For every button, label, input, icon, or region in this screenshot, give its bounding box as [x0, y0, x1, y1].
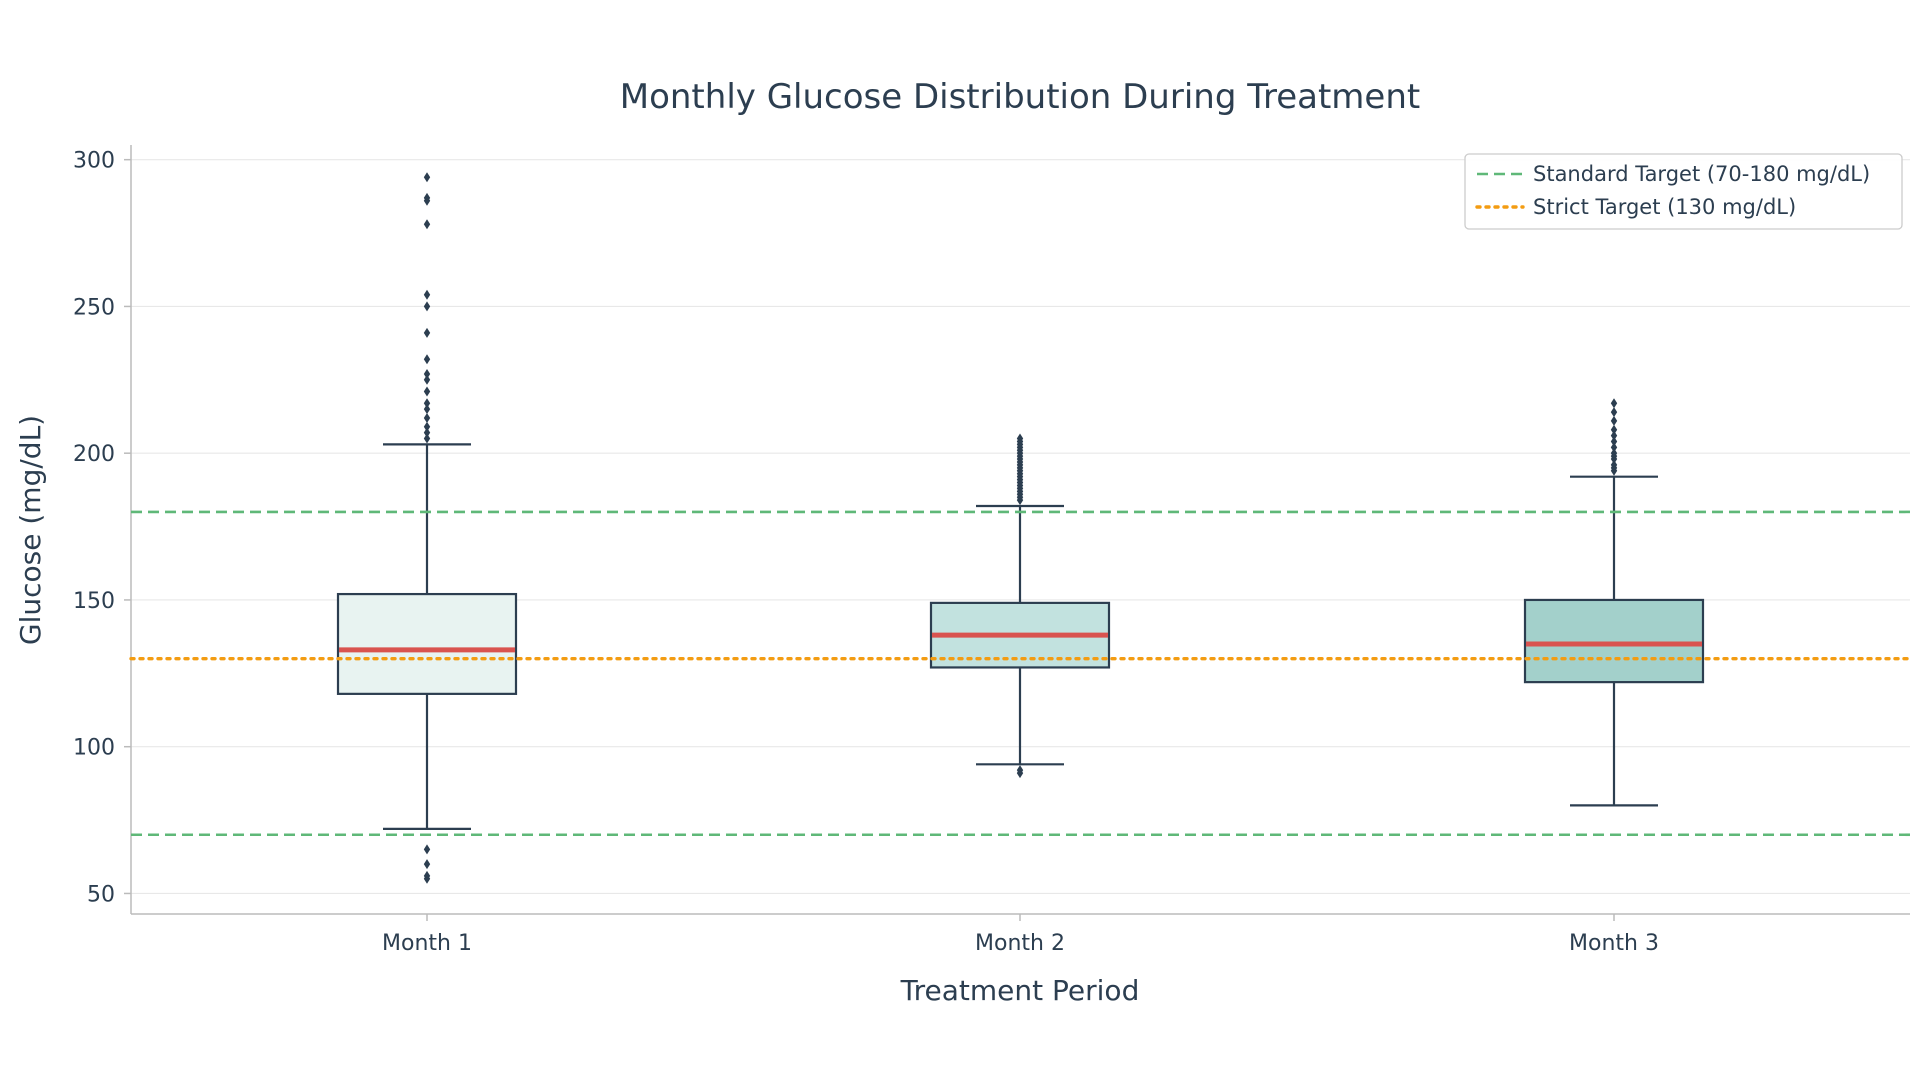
y-tick-label: 150 — [73, 589, 115, 614]
outlier-point — [1610, 415, 1618, 426]
x-tick-label: Month 3 — [1569, 931, 1659, 956]
outlier-point — [1610, 465, 1618, 476]
box-3 — [1523, 398, 1705, 807]
outlier-point — [423, 172, 431, 183]
boxes-layer — [336, 172, 1705, 884]
y-axis-label: Glucose (mg/dL) — [14, 415, 47, 645]
outlier-point — [423, 354, 431, 365]
outlier-point — [423, 386, 431, 397]
outlier-point — [423, 301, 431, 312]
outlier-point — [423, 327, 431, 338]
x-tick-label: Month 2 — [975, 931, 1065, 956]
outlier-point — [423, 404, 431, 415]
iqr-box — [1523, 598, 1705, 684]
y-tick-label: 50 — [87, 882, 115, 907]
legend-label: Strict Target (130 mg/dL) — [1533, 195, 1796, 219]
outlier-point — [423, 219, 431, 230]
outlier-point — [423, 873, 431, 884]
outlier-point — [423, 374, 431, 385]
outlier-point — [1610, 430, 1618, 441]
x-axis-label: Treatment Period — [900, 974, 1140, 1007]
outlier-point — [423, 398, 431, 409]
outlier-point — [1610, 398, 1618, 409]
outlier-point — [423, 844, 431, 855]
outlier-point — [1610, 407, 1618, 418]
outlier-point — [423, 368, 431, 379]
x-tick-label: Month 1 — [382, 931, 472, 956]
y-tick-label: 300 — [73, 149, 115, 174]
box-1 — [336, 172, 518, 884]
outlier-point — [1610, 436, 1618, 447]
y-tick-label: 250 — [73, 295, 115, 320]
axes: 50 100 150 200 250 300 Month 1 Month 2 Month 3 — [73, 145, 1910, 956]
y-tick-label: 200 — [73, 442, 115, 467]
outlier-point — [1016, 768, 1024, 779]
outlier-point — [423, 433, 431, 444]
outlier-point — [1610, 424, 1618, 435]
iqr-box — [336, 592, 518, 695]
chart-title: Monthly Glucose Distribution During Trea… — [620, 77, 1420, 117]
legend-label: Standard Target (70-180 mg/dL) — [1533, 162, 1870, 186]
outlier-point — [1610, 442, 1618, 453]
outlier-point — [423, 427, 431, 438]
box-2 — [929, 433, 1111, 779]
outlier-point — [423, 412, 431, 423]
legend: Standard Target (70-180 mg/dL) Strict Tar… — [1464, 153, 1903, 230]
y-tick-label: 100 — [73, 736, 115, 761]
outlier-point — [423, 421, 431, 432]
reference-lines — [129, 510, 1912, 837]
outlier-point — [1610, 454, 1618, 465]
legend-frame — [1464, 153, 1903, 230]
outlier-point — [1016, 495, 1024, 506]
outlier-point — [423, 195, 431, 206]
outlier-point — [423, 859, 431, 870]
outlier-point — [423, 289, 431, 300]
